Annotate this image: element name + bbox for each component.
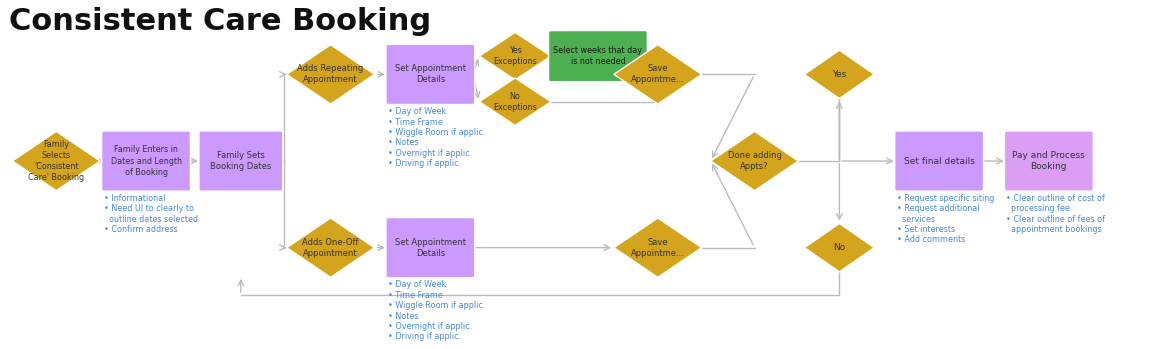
Polygon shape: [614, 218, 702, 277]
Text: • Day of Week
• Time Frame
• Wiggle Room if applic.
• Notes
• Overnight if appli: • Day of Week • Time Frame • Wiggle Room…: [388, 281, 486, 342]
Text: Set Appointment
Details: Set Appointment Details: [395, 238, 466, 258]
Text: Pay and Process
Booking: Pay and Process Booking: [1013, 151, 1085, 171]
FancyBboxPatch shape: [386, 217, 475, 278]
Text: Select weeks that day
is not needed: Select weeks that day is not needed: [554, 46, 643, 66]
Text: Yes
Exceptions: Yes Exceptions: [494, 46, 538, 66]
Polygon shape: [287, 218, 375, 277]
Polygon shape: [614, 45, 702, 104]
Text: • Day of Week
• Time Frame
• Wiggle Room if applic.
• Notes
• Overnight if appli: • Day of Week • Time Frame • Wiggle Room…: [388, 107, 486, 168]
FancyBboxPatch shape: [549, 31, 647, 82]
Text: No: No: [833, 243, 845, 252]
Polygon shape: [805, 223, 874, 272]
Text: Family Sets
Booking Dates: Family Sets Booking Dates: [210, 151, 272, 171]
Text: Done adding
Appts?: Done adding Appts?: [727, 151, 781, 171]
Text: Set final details: Set final details: [904, 156, 975, 165]
FancyBboxPatch shape: [199, 131, 283, 191]
FancyBboxPatch shape: [102, 131, 191, 191]
Text: Consistent Care Booking: Consistent Care Booking: [9, 7, 431, 36]
Text: No
Exceptions: No Exceptions: [494, 92, 538, 112]
FancyBboxPatch shape: [895, 131, 984, 191]
Polygon shape: [13, 131, 101, 191]
Text: Yes: Yes: [832, 70, 846, 79]
Text: Adds Repeating
Appointment: Adds Repeating Appointment: [297, 64, 364, 84]
Polygon shape: [480, 78, 551, 125]
Text: Save
Appointme...: Save Appointme...: [631, 64, 684, 84]
Text: Family Enters in
Dates and Length
of Booking: Family Enters in Dates and Length of Boo…: [111, 146, 181, 177]
Text: Adds One-Off
Appointment: Adds One-Off Appointment: [303, 238, 358, 258]
Text: Set Appointment
Details: Set Appointment Details: [395, 64, 466, 84]
Text: • Request specific siting
• Request additional
  services
• Set interests
• Add : • Request specific siting • Request addi…: [897, 194, 994, 244]
Polygon shape: [480, 32, 551, 80]
FancyBboxPatch shape: [386, 44, 475, 104]
Text: Save
Appointme...: Save Appointme...: [631, 238, 684, 258]
Polygon shape: [287, 45, 375, 104]
Text: Family
Selects
'Consistent
Care' Booking: Family Selects 'Consistent Care' Booking: [28, 140, 84, 182]
Polygon shape: [711, 131, 799, 191]
Polygon shape: [805, 50, 874, 98]
Text: • Informational
• Need UI to clearly to
  outline dates selected
• Confirm addre: • Informational • Need UI to clearly to …: [104, 194, 198, 234]
FancyBboxPatch shape: [1005, 131, 1094, 191]
Text: • Clear outline of cost of
  processing fee
• Clear outline of fees of
  appoint: • Clear outline of cost of processing fe…: [1007, 194, 1105, 234]
